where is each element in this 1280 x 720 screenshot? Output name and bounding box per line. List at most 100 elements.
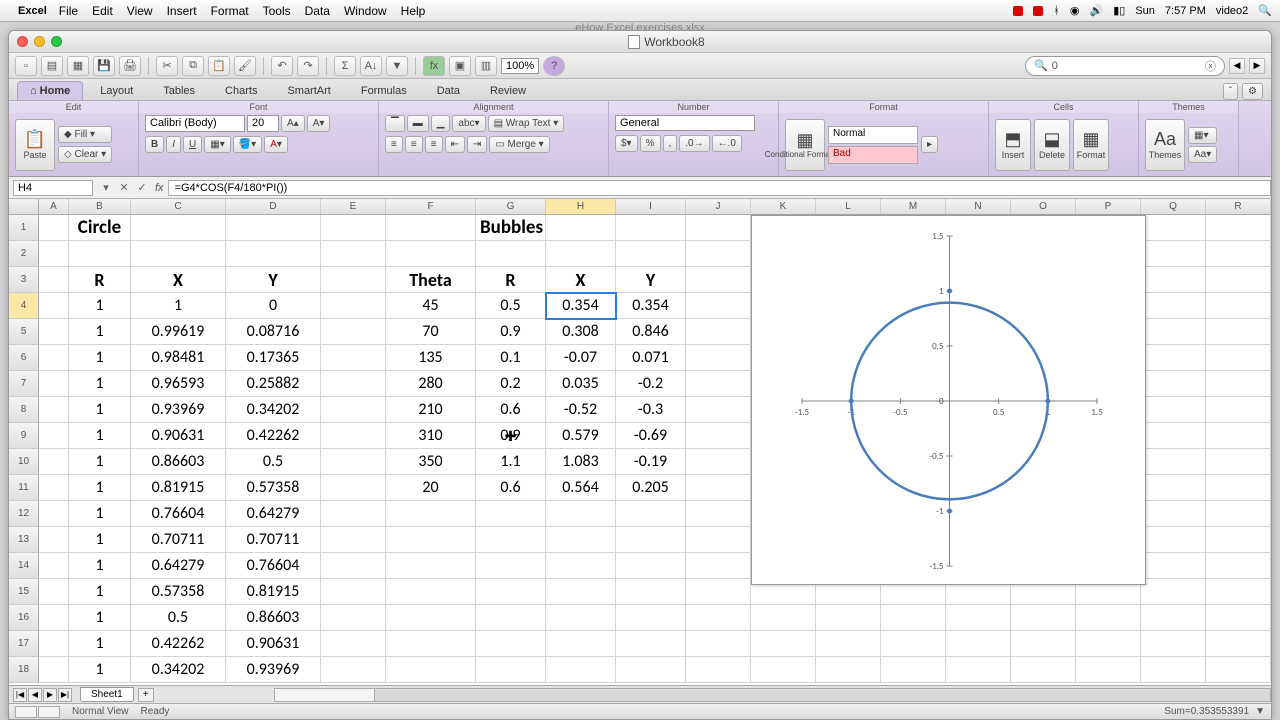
menu-edit[interactable]: Edit (92, 4, 113, 18)
cell[interactable] (1141, 631, 1206, 657)
cell[interactable] (1206, 241, 1271, 267)
cell[interactable]: X (546, 267, 616, 293)
cell[interactable] (616, 553, 686, 579)
menu-view[interactable]: View (127, 4, 153, 18)
cell[interactable]: 1 (69, 657, 131, 683)
cell[interactable] (1206, 345, 1271, 371)
media-button[interactable]: ▥ (475, 56, 497, 76)
cell[interactable]: 0.76604 (131, 501, 226, 527)
ribbon-settings-button[interactable]: ⚙ (1242, 83, 1263, 100)
menu-insert[interactable]: Insert (167, 4, 197, 18)
cell[interactable]: 1 (69, 553, 131, 579)
cell[interactable]: 0.2 (476, 371, 546, 397)
style-more-button[interactable]: ▸ (921, 136, 938, 153)
align-bottom-button[interactable]: ▁ (431, 115, 451, 132)
cell[interactable] (1076, 657, 1141, 683)
zoom-select[interactable]: 100% (501, 58, 539, 74)
cell[interactable] (686, 527, 751, 553)
cell[interactable] (321, 501, 386, 527)
normal-view-button[interactable] (15, 706, 37, 718)
cell[interactable] (616, 501, 686, 527)
new-doc-button[interactable]: ▫ (15, 56, 37, 76)
cell[interactable] (1076, 605, 1141, 631)
cell[interactable] (476, 657, 546, 683)
cell[interactable] (1206, 423, 1271, 449)
cell[interactable] (69, 241, 131, 267)
cell[interactable]: 0.57358 (131, 579, 226, 605)
cell[interactable] (39, 241, 69, 267)
cell[interactable]: 70 (386, 319, 476, 345)
autosum-button[interactable]: Σ (334, 56, 356, 76)
cell[interactable] (1011, 631, 1076, 657)
bluetooth-icon[interactable]: ᚼ (1053, 5, 1060, 17)
filter-button[interactable]: ▼ (386, 56, 408, 76)
cell[interactable]: -0.69 (616, 423, 686, 449)
clear-search-icon[interactable]: ⓧ (1205, 58, 1216, 74)
cell[interactable] (1206, 527, 1271, 553)
cell[interactable] (321, 319, 386, 345)
cell[interactable] (1141, 267, 1206, 293)
cell[interactable] (226, 215, 321, 241)
cell[interactable]: 1 (69, 501, 131, 527)
indent-left-button[interactable]: ⇤ (445, 136, 465, 153)
col-header-R[interactable]: R (1206, 199, 1271, 214)
name-box[interactable]: H4 (13, 180, 93, 196)
cell[interactable]: 0.354 (616, 293, 686, 319)
cell[interactable] (476, 553, 546, 579)
cell[interactable] (1141, 553, 1206, 579)
comma-button[interactable]: , (663, 135, 678, 152)
cell[interactable]: 0.81915 (226, 579, 321, 605)
col-header-Q[interactable]: Q (1141, 199, 1206, 214)
cell[interactable] (1011, 605, 1076, 631)
fx-label[interactable]: fx (155, 182, 164, 194)
number-format-select[interactable]: General (615, 115, 755, 131)
cell[interactable]: -0.07 (546, 345, 616, 371)
cell[interactable]: 280 (386, 371, 476, 397)
cell[interactable] (1141, 527, 1206, 553)
cell[interactable]: 0.6 (476, 475, 546, 501)
cell[interactable]: 1 (131, 293, 226, 319)
first-sheet-button[interactable]: |◀ (13, 688, 27, 702)
cell[interactable] (39, 423, 69, 449)
cell[interactable] (546, 501, 616, 527)
cell[interactable] (226, 241, 321, 267)
cell[interactable]: 0.071 (616, 345, 686, 371)
cell[interactable] (321, 267, 386, 293)
copy-button[interactable]: ⧉ (182, 56, 204, 76)
cell[interactable]: 0.34202 (226, 397, 321, 423)
format-painter-button[interactable]: 🖌 (234, 56, 256, 76)
cell[interactable]: 0.86603 (131, 449, 226, 475)
row-header[interactable]: 11 (9, 475, 39, 501)
cell[interactable]: 0.81915 (131, 475, 226, 501)
theme-colors-button[interactable]: ▦▾ (1188, 127, 1217, 144)
cell[interactable] (686, 345, 751, 371)
cell[interactable] (321, 241, 386, 267)
cell[interactable] (386, 605, 476, 631)
merge-button[interactable]: ▭ Merge ▾ (489, 136, 549, 153)
cell[interactable]: 0.98481 (131, 345, 226, 371)
cell[interactable] (386, 241, 476, 267)
cell[interactable] (686, 423, 751, 449)
menu-format[interactable]: Format (211, 4, 249, 18)
insert-cells-button[interactable]: ⬒Insert (995, 119, 1031, 171)
row-header[interactable]: 7 (9, 371, 39, 397)
align-right-button[interactable]: ≡ (425, 136, 443, 153)
wifi-icon[interactable]: ◉ (1070, 4, 1080, 17)
cell[interactable]: 0.42262 (131, 631, 226, 657)
next-sheet-button[interactable]: ▶ (43, 688, 57, 702)
cell[interactable] (1141, 475, 1206, 501)
cell[interactable]: 45 (386, 293, 476, 319)
cell[interactable]: 1 (69, 423, 131, 449)
cell[interactable] (946, 605, 1011, 631)
cell[interactable] (386, 501, 476, 527)
decrease-decimal-button[interactable]: ←.0 (712, 135, 742, 152)
cell[interactable]: 20 (386, 475, 476, 501)
row-header[interactable]: 5 (9, 319, 39, 345)
col-header-H[interactable]: H (546, 199, 616, 214)
cell[interactable] (1206, 215, 1271, 241)
cell[interactable] (946, 631, 1011, 657)
theme-fonts-button[interactable]: Aa▾ (1188, 146, 1217, 163)
cell[interactable]: 1 (69, 579, 131, 605)
cell[interactable] (1141, 371, 1206, 397)
cell[interactable]: Y (226, 267, 321, 293)
